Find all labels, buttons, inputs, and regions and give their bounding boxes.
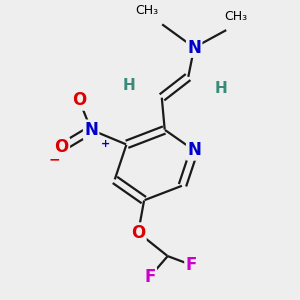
Text: N: N	[187, 39, 201, 57]
Text: CH₃: CH₃	[224, 10, 247, 23]
Text: H: H	[214, 81, 227, 96]
Text: CH₃: CH₃	[136, 4, 159, 17]
Text: O: O	[72, 92, 86, 110]
Text: +: +	[101, 140, 110, 149]
Text: N: N	[187, 141, 201, 159]
Text: O: O	[131, 224, 145, 242]
Text: F: F	[185, 256, 197, 274]
Text: −: −	[49, 152, 60, 166]
Text: N: N	[84, 121, 98, 139]
Text: O: O	[55, 138, 69, 156]
Text: F: F	[144, 268, 156, 286]
Text: H: H	[123, 78, 136, 93]
